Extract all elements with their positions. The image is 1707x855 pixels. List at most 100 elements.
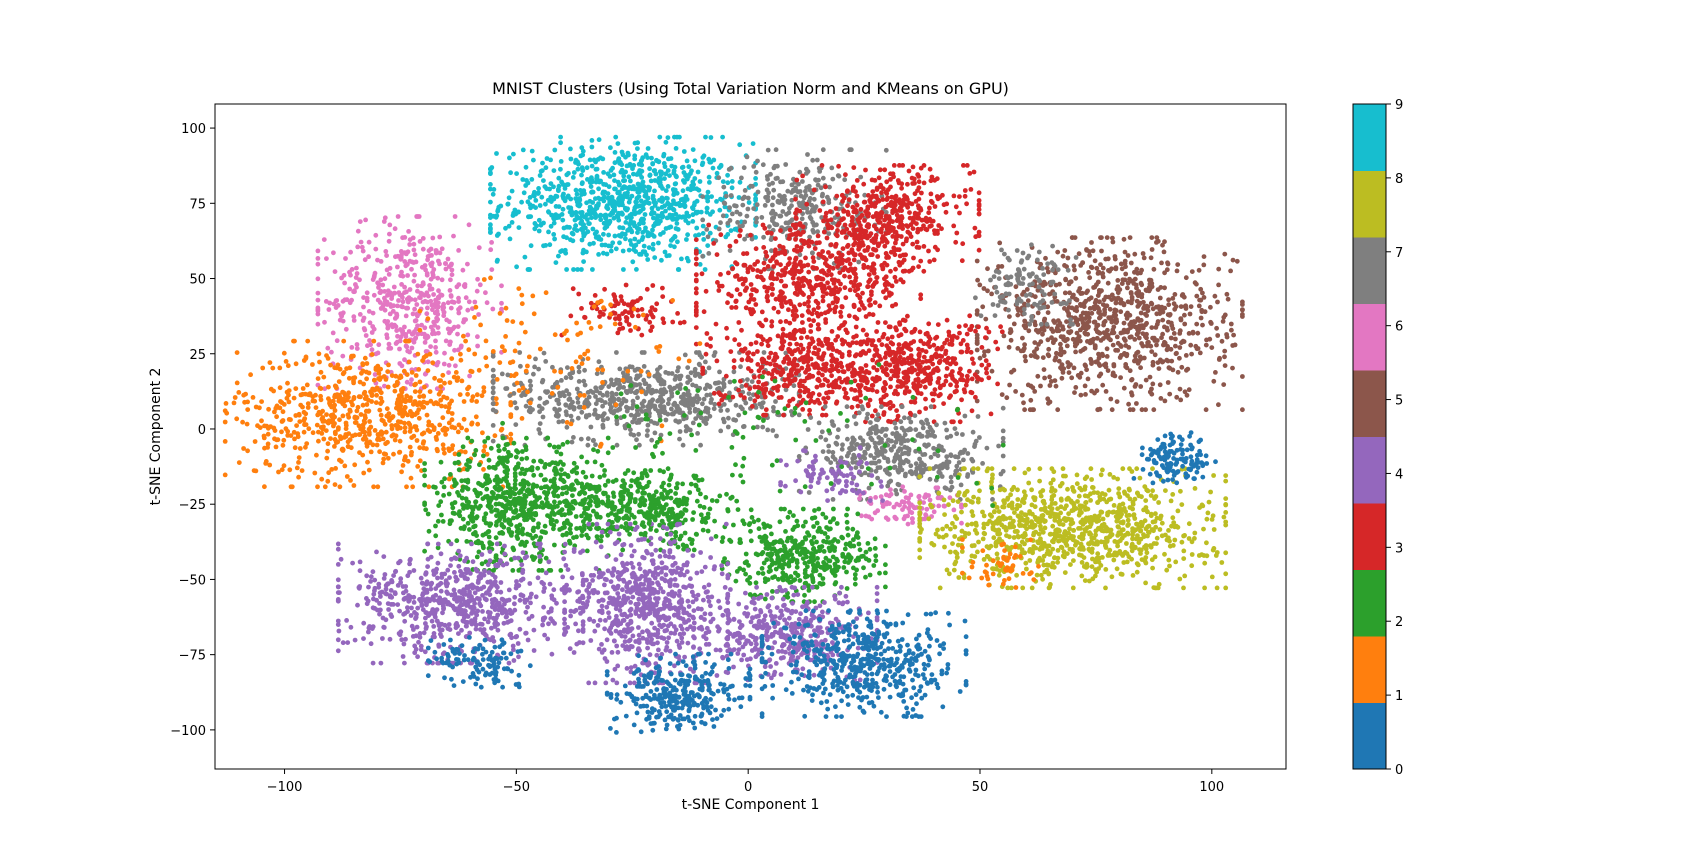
- scatter-point-cluster-7: [1104, 354, 1110, 359]
- scatter-point-cluster-0: [595, 157, 601, 162]
- scatter-point-cluster-1: [435, 325, 441, 330]
- scatter-point-cluster-7: [1128, 260, 1134, 266]
- scatter-point-cluster-2: [378, 412, 384, 418]
- scatter-point-cluster-7: [1123, 271, 1129, 277]
- scatter-point-cluster-2: [305, 392, 311, 397]
- scatter-point-cluster-5: [825, 280, 830, 286]
- scatter-point-cluster-2: [469, 398, 475, 403]
- scatter-point-cluster-5: [851, 257, 857, 263]
- scatter-point-cluster-1: [449, 272, 455, 278]
- scatter-point-cluster-7: [1135, 327, 1140, 332]
- scatter-point-cluster-7: [1121, 236, 1127, 242]
- scatter-point-cluster-2: [461, 416, 467, 422]
- scatter-point-cluster-6: [612, 297, 618, 303]
- scatter-point-cluster-8: [1005, 275, 1011, 281]
- scatter-point-cluster-2: [285, 380, 290, 386]
- scatter-point-cluster-1: [393, 254, 398, 260]
- scatter-point-cluster-7: [1105, 368, 1111, 373]
- scatter-point-cluster-2: [449, 424, 455, 430]
- scatter-point-cluster-1: [340, 318, 346, 324]
- scatter-point-cluster-5: [857, 244, 863, 249]
- scatter-point-cluster-3: [760, 162, 766, 168]
- scatter-point-cluster-2: [362, 433, 368, 439]
- scatter-point-cluster-5: [779, 250, 784, 255]
- scatter-point-cluster-3: [700, 217, 706, 223]
- scatter-point-cluster-5: [847, 230, 852, 236]
- scatter-point-cluster-2: [335, 362, 341, 368]
- scatter-point-cluster-3: [742, 236, 747, 242]
- scatter-point-cluster-5: [748, 232, 753, 238]
- scatter-point-cluster-5: [867, 297, 873, 302]
- scatter-point-cluster-0: [546, 229, 551, 235]
- scatter-point-cluster-7: [1130, 407, 1136, 413]
- scatter-point-cluster-1: [387, 222, 393, 228]
- scatter-point-cluster-6: [612, 311, 618, 316]
- scatter-point-cluster-2: [474, 392, 480, 398]
- scatter-point-cluster-4: [923, 215, 929, 221]
- scatter-point-cluster-0: [539, 194, 545, 200]
- scatter-point-cluster-5: [739, 327, 744, 333]
- scatter-point-cluster-2: [428, 398, 434, 404]
- scatter-point-cluster-0: [672, 181, 678, 187]
- scatter-point-cluster-0: [643, 152, 649, 158]
- scatter-point-cluster-0: [685, 186, 691, 192]
- scatter-point-cluster-7: [1139, 341, 1144, 346]
- scatter-point-cluster-0: [591, 240, 596, 246]
- scatter-point-cluster-5: [750, 307, 755, 312]
- scatter-point-cluster-1: [472, 299, 478, 305]
- scatter-point-cluster-0: [627, 213, 633, 218]
- scatter-point-cluster-7: [1007, 314, 1012, 319]
- scatter-point-cluster-0: [673, 226, 679, 231]
- scatter-point-cluster-7: [1193, 343, 1199, 349]
- scatter-point-cluster-0: [605, 171, 611, 177]
- scatter-point-cluster-0: [548, 181, 554, 187]
- scatter-point-cluster-4: [943, 209, 949, 215]
- scatter-point-cluster-0: [671, 207, 677, 213]
- scatter-point-cluster-0: [596, 236, 602, 242]
- scatter-point-cluster-7: [1118, 261, 1124, 267]
- scatter-point-cluster-7: [1015, 346, 1021, 351]
- scatter-point-cluster-7: [1240, 374, 1245, 379]
- scatter-point-cluster-9: [738, 364, 743, 370]
- scatter-point-cluster-3: [780, 179, 786, 185]
- scatter-point-cluster-0: [717, 207, 723, 213]
- scatter-point-cluster-0: [626, 152, 631, 158]
- scatter-point-cluster-1: [423, 267, 428, 273]
- scatter-point-cluster-1: [362, 257, 368, 263]
- scatter-point-cluster-2: [421, 394, 427, 399]
- scatter-point-cluster-1: [315, 311, 321, 317]
- scatter-point-cluster-0: [714, 170, 720, 176]
- scatter-point-cluster-0: [618, 193, 624, 199]
- scatter-point-cluster-5: [751, 297, 757, 302]
- scatter-point-cluster-5: [778, 293, 783, 298]
- scatter-point-cluster-0: [571, 170, 577, 175]
- scatter-point-cluster-5: [852, 252, 858, 257]
- scatter-point-cluster-7: [1055, 323, 1061, 328]
- scatter-point-cluster-0: [593, 179, 599, 185]
- scatter-point-cluster-5: [883, 320, 888, 325]
- scatter-point-cluster-0: [635, 226, 641, 232]
- scatter-point-cluster-2: [466, 347, 472, 353]
- scatter-point-cluster-7: [1164, 347, 1170, 353]
- scatter-point-cluster-7: [1027, 407, 1033, 413]
- scatter-point-cluster-1: [400, 235, 405, 241]
- scatter-point-cluster-4: [819, 163, 825, 168]
- scatter-point-cluster-8: [1020, 276, 1026, 281]
- scatter-point-cluster-5: [863, 229, 869, 234]
- scatter-point-cluster-5: [753, 302, 759, 307]
- scatter-point-cluster-4: [865, 245, 871, 250]
- scatter-point-cluster-0: [532, 189, 537, 195]
- scatter-point-cluster-1: [400, 295, 405, 300]
- scatter-point-cluster-4: [872, 194, 878, 199]
- scatter-point-cluster-0: [580, 148, 586, 154]
- scatter-point-cluster-0: [579, 267, 584, 272]
- scatter-point-cluster-2: [409, 435, 415, 440]
- scatter-point-cluster-7: [1129, 300, 1134, 306]
- scatter-point-cluster-4: [926, 248, 931, 254]
- scatter-point-cluster-2: [297, 446, 303, 451]
- scatter-point-cluster-7: [1222, 348, 1228, 354]
- scatter-point-cluster-2: [261, 435, 267, 441]
- scatter-point-cluster-5: [727, 243, 733, 249]
- scatter-point-cluster-2: [424, 400, 430, 406]
- scatter-point-cluster-7: [1052, 378, 1058, 383]
